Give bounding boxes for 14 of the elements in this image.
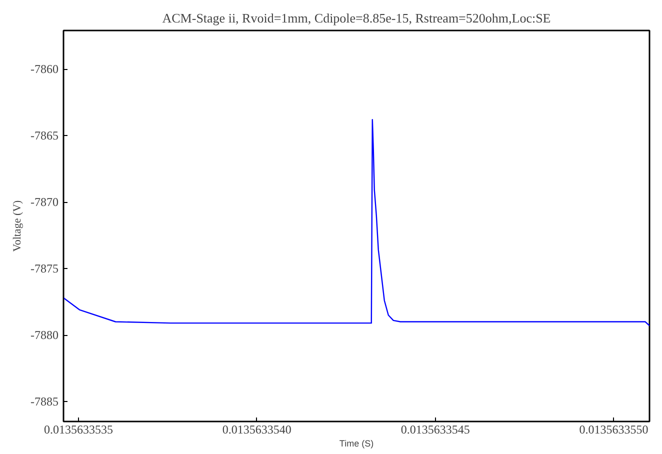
x-tick-label: 0.0135633550 <box>579 422 648 436</box>
y-tick-label: -7875 <box>30 262 59 276</box>
y-tick-label: -7885 <box>30 394 59 409</box>
x-tick-label: 0.0135633545 <box>400 422 470 436</box>
x-tick-label: 0.0135633540 <box>222 422 292 436</box>
x-axis-title: Time (S) <box>339 438 374 448</box>
y-tick-label: -7870 <box>30 195 59 210</box>
y-tick-label: -7880 <box>30 328 59 342</box>
y-tick-label: -7865 <box>30 128 59 143</box>
x-tick-label: 0.0135633535 <box>44 422 113 436</box>
line-series <box>64 119 650 326</box>
y-tick-label: -7860 <box>30 62 59 76</box>
chart-title: ACM-Stage ii, Rvoid=1mm, Cdipole=8.85e-15, Rstream=520ohm,Loc:SE <box>162 10 551 26</box>
y-axis-title: Voltage (V) <box>12 200 24 252</box>
